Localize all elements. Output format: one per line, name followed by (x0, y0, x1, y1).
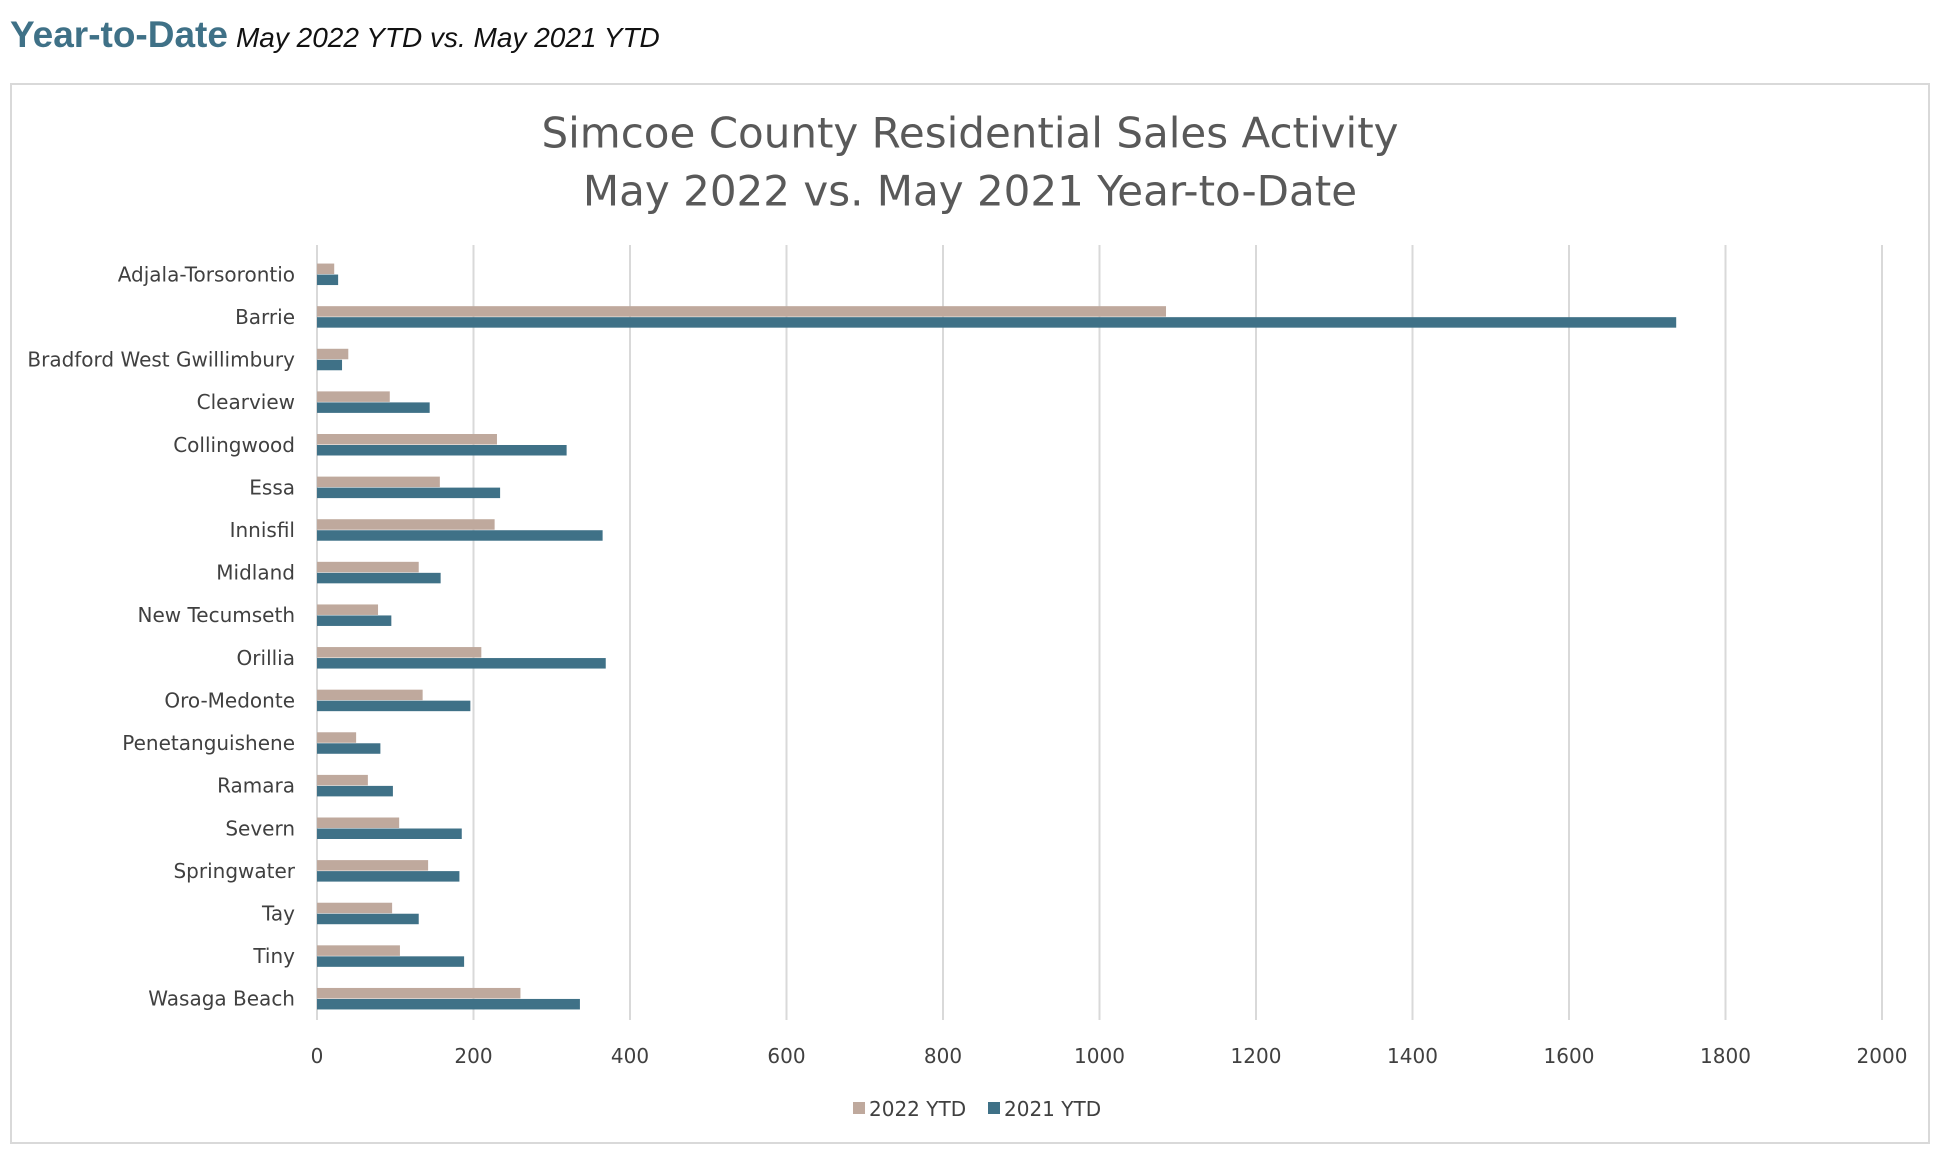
chart-title-line: Simcoe County Residential Sales Activity (541, 109, 1398, 158)
category-labels: Adjala-Torsorontio Barrie Bradford West Gw… (27, 262, 295, 1010)
bar-2021 (317, 445, 567, 456)
category-label: Adjala-Torsorontio (118, 262, 295, 286)
category-label: Severn (225, 816, 295, 840)
page-subtitle: May 2022 YTD vs. May 2021 YTD (235, 22, 660, 53)
bar-2022 (317, 860, 429, 871)
page-title: Year-to-Date (10, 14, 228, 55)
x-tick-label: 1000 (1074, 1044, 1125, 1068)
bar-2022 (317, 263, 335, 275)
category-label: Tay (261, 901, 295, 925)
bar-2021 (317, 274, 339, 286)
bar-2021 (317, 658, 606, 669)
bar-2021 (317, 998, 580, 1010)
x-tick-label: 2000 (1857, 1044, 1908, 1068)
category-label: Ramara (217, 774, 295, 798)
legend-item: 2022 YTD (853, 1097, 966, 1121)
bar-2022 (317, 987, 521, 999)
category-label: Innisfil (230, 518, 295, 542)
x-axis-ticks: 0 200 400 600 800 1000 1200 1400 1600 1800 2000 (311, 1044, 1908, 1068)
bar-2021 (317, 828, 462, 839)
bar-2021 (317, 700, 471, 712)
bar-2021 (317, 785, 393, 797)
category-label: Collingwood (173, 433, 295, 457)
legend: 2022 YTD 2021 YTD (853, 1097, 1101, 1121)
bar-2022 (317, 519, 495, 530)
bar-2021 (317, 615, 392, 626)
x-tick-label: 1800 (1700, 1044, 1751, 1068)
bar-2022 (317, 476, 440, 488)
bar-2022 (317, 902, 393, 914)
legend-swatch (853, 1102, 865, 1114)
x-tick-label: 800 (924, 1044, 962, 1068)
bar-2021 (317, 487, 501, 499)
category-label: Bradford West Gwillimbury (27, 348, 295, 372)
bar-2022 (317, 434, 497, 445)
bar-2021 (317, 530, 603, 541)
bar-2021 (317, 956, 465, 967)
category-label: Clearview (197, 390, 295, 414)
category-label: Tiny (252, 944, 295, 968)
bar-2022 (317, 348, 349, 360)
bar-2022 (317, 732, 357, 743)
category-label: Springwater (173, 859, 295, 883)
category-label: Oro-Medonte (164, 688, 295, 712)
bar-2022 (317, 817, 400, 828)
legend-label: 2022 YTD (869, 1097, 966, 1121)
category-label: Essa (249, 475, 295, 499)
chart-title-line: May 2022 vs. May 2021 Year-to-Date (583, 167, 1357, 216)
category-label: Barrie (235, 305, 295, 329)
category-label: New Tecumseth (138, 603, 296, 627)
x-tick-label: 600 (767, 1044, 805, 1068)
bar-2022 (317, 391, 390, 402)
chart-title: Simcoe County Residential Sales Activity… (541, 109, 1398, 216)
bar-2021 (317, 317, 1677, 328)
x-tick-label: 1600 (1544, 1044, 1595, 1068)
x-tick-label: 0 (311, 1044, 324, 1068)
bar-2021 (317, 359, 343, 371)
bar-2021 (317, 572, 441, 584)
x-tick-label: 400 (611, 1044, 649, 1068)
bar-2022 (317, 774, 368, 786)
category-label: Penetanguishene (122, 731, 295, 755)
bar-2022 (317, 945, 400, 956)
category-label: Orillia (237, 646, 295, 670)
bar-2022 (317, 306, 1167, 317)
legend-item: 2021 YTD (988, 1097, 1101, 1121)
category-label: Midland (216, 561, 295, 585)
bar-2022 (317, 647, 482, 658)
bar-2021 (317, 402, 430, 413)
chart-frame: Simcoe County Residential Sales Activity… (10, 83, 1930, 1144)
x-tick-label: 1200 (1231, 1044, 1282, 1068)
page-header: Year-to-Date May 2022 YTD vs. May 2021 YT… (10, 14, 660, 56)
bar-2021 (317, 913, 419, 925)
bar-chart: Simcoe County Residential Sales Activity… (27, 109, 1908, 1122)
x-tick-label: 200 (454, 1044, 492, 1068)
bar-2021 (317, 743, 381, 754)
legend-swatch (988, 1102, 1000, 1114)
bar-2022 (317, 561, 419, 573)
bar-2022 (317, 604, 379, 615)
category-label: Wasaga Beach (148, 987, 295, 1011)
gridlines (316, 245, 1883, 1020)
x-tick-label: 1400 (1387, 1044, 1438, 1068)
bar-2021 (317, 871, 460, 882)
bar-2022 (317, 689, 423, 701)
legend-label: 2021 YTD (1004, 1097, 1101, 1121)
bars (317, 263, 1677, 1010)
